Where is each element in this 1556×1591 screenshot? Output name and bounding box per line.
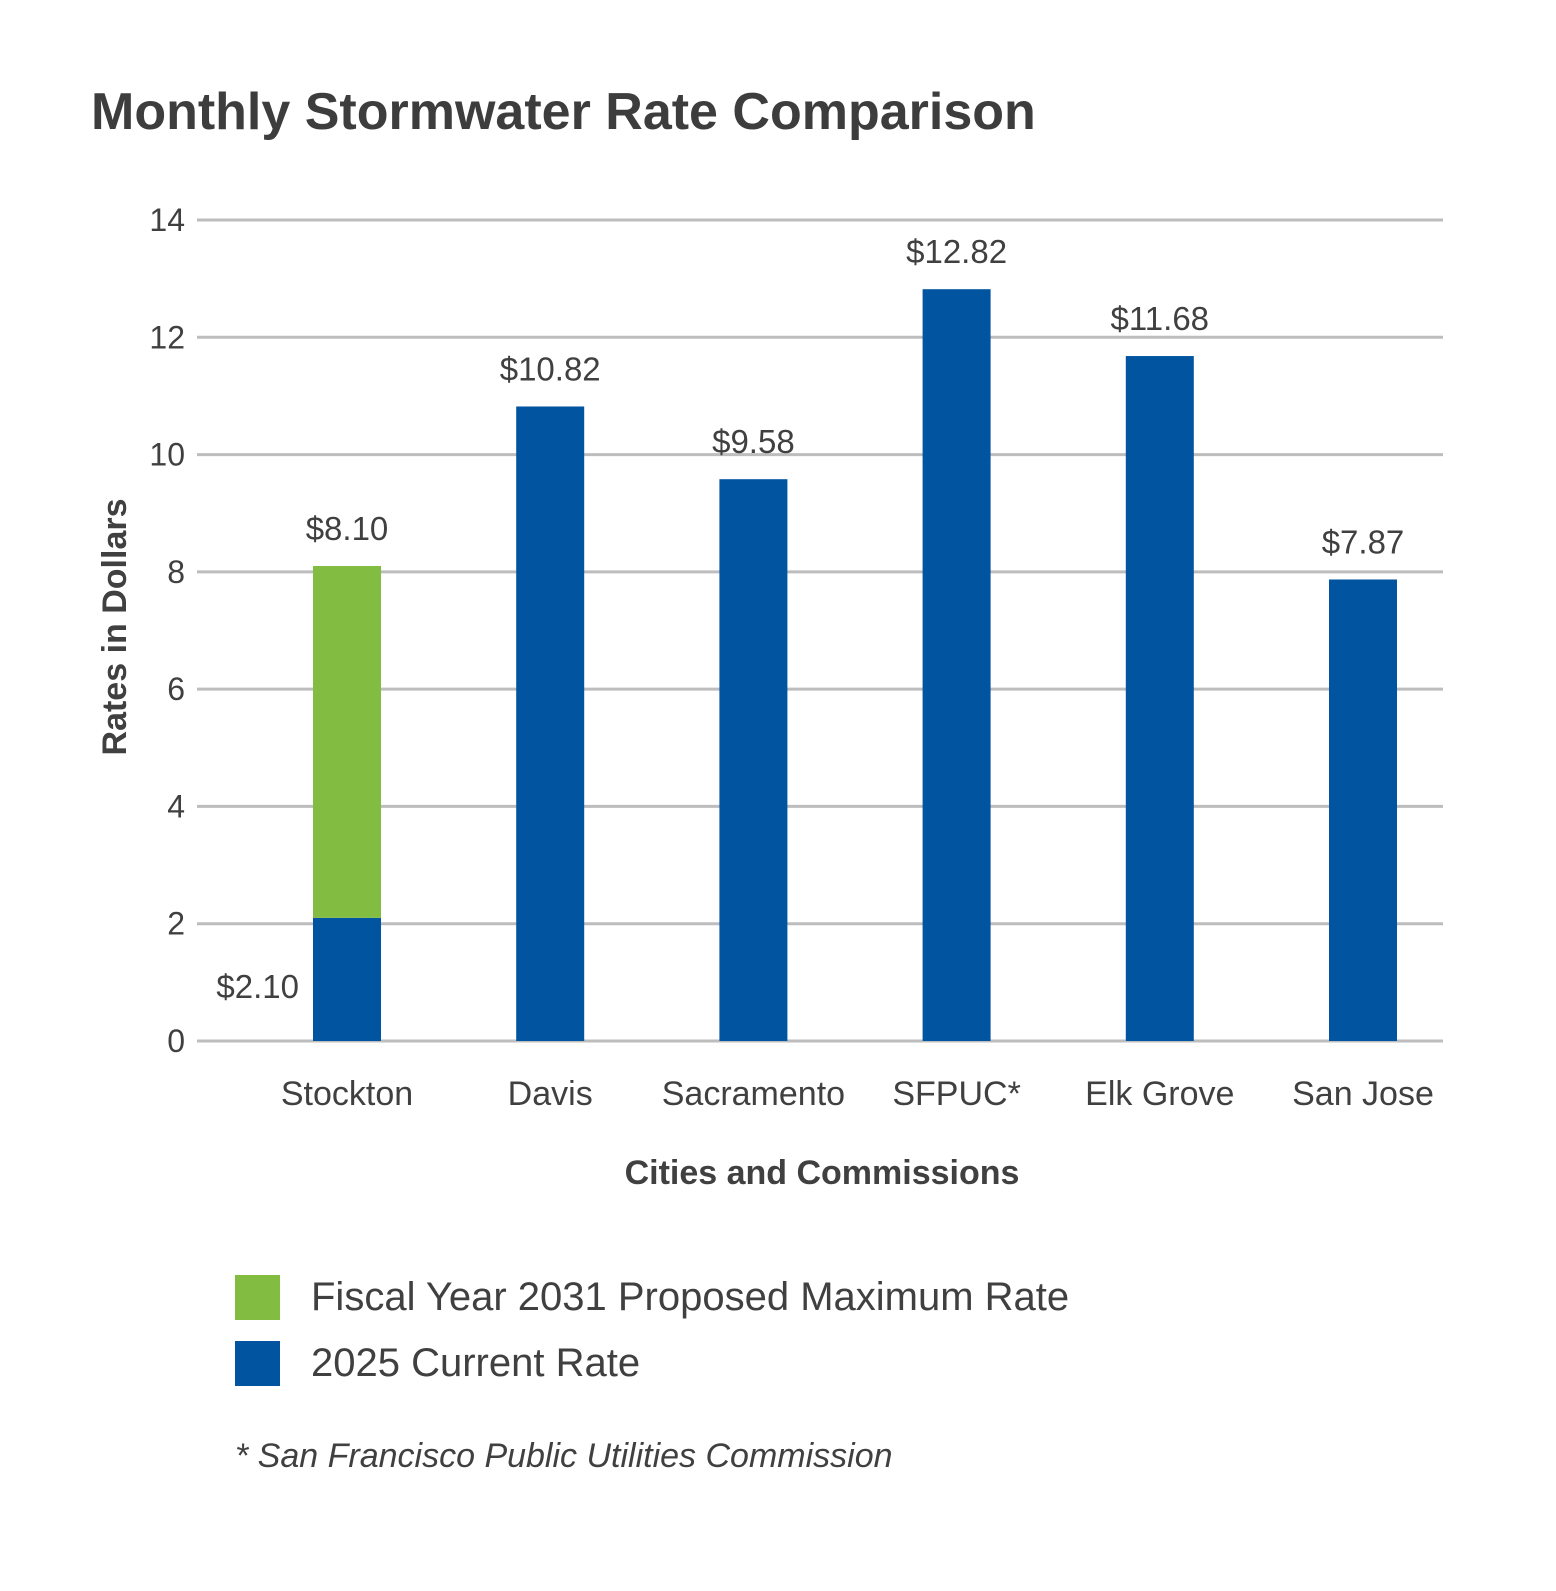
data-label-current: $11.68 (1111, 300, 1209, 337)
legend-label: 2025 Current Rate (311, 1341, 641, 1385)
data-label-current: $2.10 (216, 968, 299, 1005)
x-tick-label: Stockton (281, 1075, 413, 1113)
y-tick-label: 12 (149, 319, 185, 355)
bar-proposed-0 (313, 565, 381, 918)
legend-swatch-green (235, 1275, 280, 1320)
chart-title: Monthly Stormwater Rate Comparison (91, 83, 1036, 141)
x-tick-label: Elk Grove (1085, 1075, 1234, 1113)
data-label-current: $9.58 (712, 423, 795, 460)
x-axis-title: Cities and Commissions (625, 1154, 1020, 1192)
y-tick-label: 4 (167, 788, 185, 824)
y-tick-label: 8 (167, 554, 185, 590)
footnote: * San Francisco Public Utilities Commiss… (235, 1437, 893, 1475)
y-tick-label: 14 (149, 202, 185, 238)
data-label-current: $10.82 (500, 350, 601, 387)
bar-current-4 (1125, 356, 1194, 1042)
x-tick-label: SFPUC* (892, 1075, 1020, 1113)
data-label-proposed: $8.10 (306, 510, 389, 547)
y-tick-label: 6 (167, 671, 185, 707)
y-axis-title: Rates in Dollars (96, 499, 134, 756)
legend-label: Fiscal Year 2031 Proposed Maximum Rate (311, 1275, 1070, 1319)
bar-current-5 (1329, 579, 1397, 1041)
x-tick-label: San Jose (1292, 1075, 1434, 1113)
data-label-current: $7.87 (1322, 523, 1405, 560)
legend-item-proposed: Fiscal Year 2031 Proposed Maximum Rate (235, 1275, 1069, 1320)
legend-item-current: 2025 Current Rate (235, 1341, 640, 1386)
x-tick-label: Sacramento (662, 1075, 845, 1113)
y-tick-label: 2 (167, 906, 185, 942)
bar-current-3 (922, 289, 991, 1041)
bar-current-2 (719, 479, 788, 1041)
y-tick-label: 10 (149, 437, 185, 473)
y-tick-label: 0 (167, 1023, 185, 1059)
bar-current-1 (516, 406, 585, 1042)
x-tick-label: Davis (508, 1075, 593, 1113)
data-label-current: $12.82 (906, 233, 1007, 270)
bar-current-0 (313, 917, 381, 1041)
legend-swatch-blue (235, 1341, 280, 1386)
